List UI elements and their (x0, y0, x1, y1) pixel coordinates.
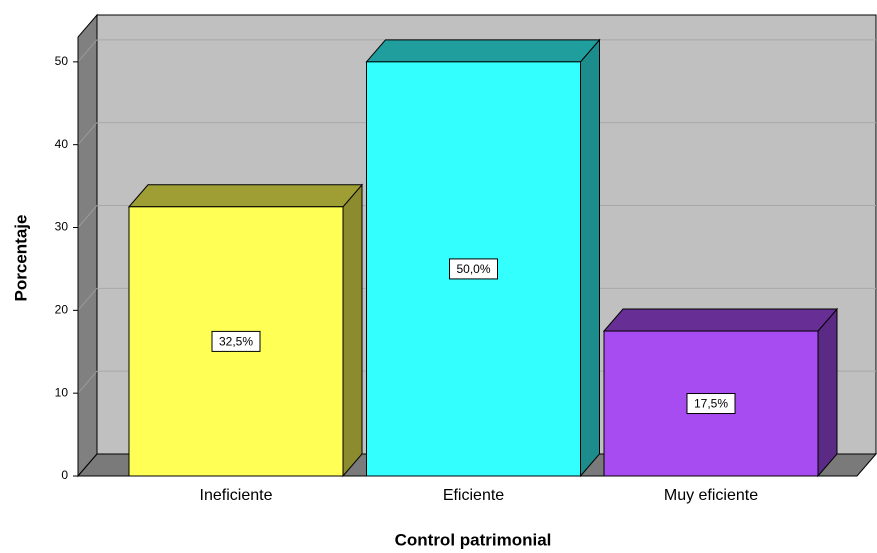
y-tick-label: 10 (55, 385, 69, 399)
bar-side (342, 183, 363, 478)
y-tick-label: 50 (55, 54, 69, 68)
left-wall (77, 13, 98, 478)
value-label-box (449, 258, 498, 280)
grid-line (77, 39, 98, 63)
bar (127, 183, 364, 478)
grid-line (77, 288, 98, 311)
value-label: 17,5% (694, 397, 728, 411)
value-label-box (211, 330, 261, 352)
bar-top (127, 184, 364, 208)
bar (365, 38, 601, 478)
value-label-box (686, 393, 736, 415)
bar-side (817, 307, 838, 478)
y-axis-label: Porcentaje (11, 215, 30, 302)
value-label: 50,0% (456, 262, 490, 276)
grid-line (77, 205, 98, 228)
y-tick-label: 30 (55, 220, 69, 234)
x-tick-label: Muy eficiente (664, 487, 758, 504)
y-tick-label: 20 (55, 303, 69, 317)
bar-side (580, 38, 600, 478)
y-tick-label: 40 (55, 137, 69, 151)
x-tick-label: Ineficiente (200, 487, 273, 504)
y-tick-label: 0 (61, 468, 68, 482)
bar (602, 307, 839, 478)
bar-top (365, 39, 601, 63)
x-axis-label: Control patrimonial (395, 530, 552, 549)
value-label: 32,5% (219, 335, 253, 349)
grid-line (77, 370, 98, 394)
grid-line (77, 122, 98, 146)
x-tick-label: Eficiente (443, 487, 504, 504)
bar-top (602, 308, 839, 332)
